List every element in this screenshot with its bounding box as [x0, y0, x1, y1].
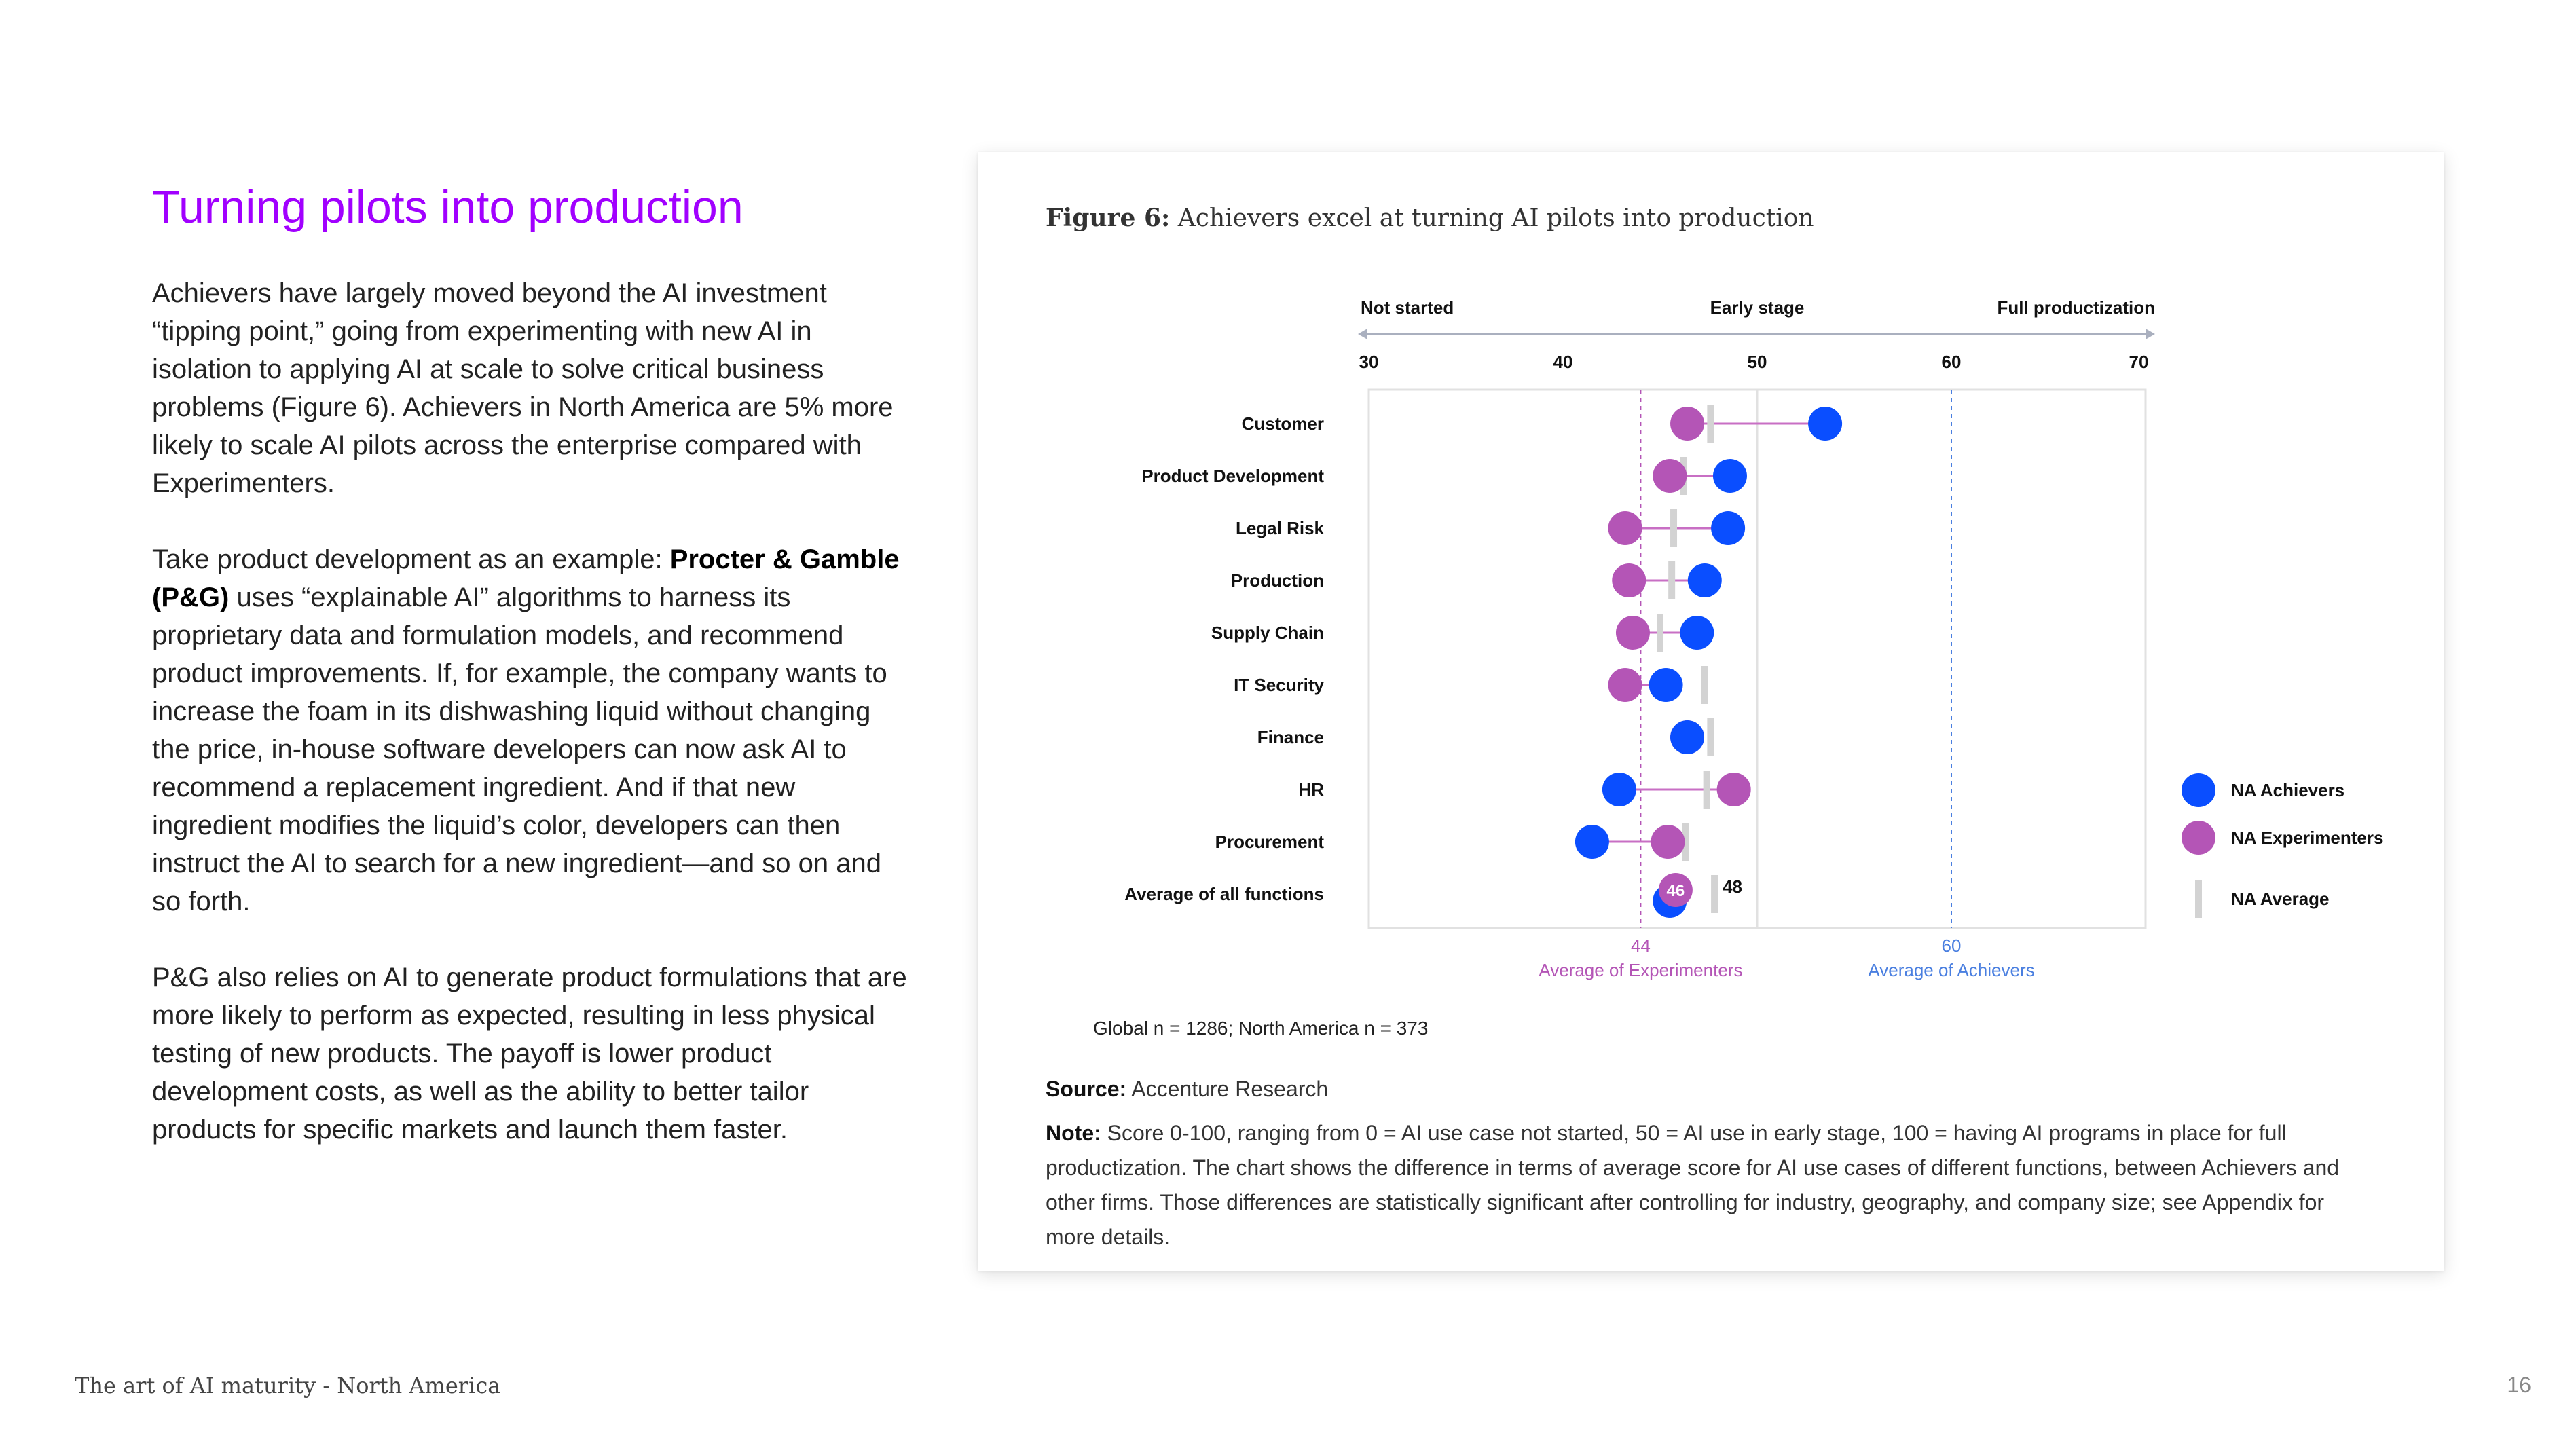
legend-experimenters-swatch	[2182, 821, 2215, 855]
reference-value: 60	[1942, 935, 1962, 956]
page-number: 16	[2507, 1373, 2531, 1397]
figure-card: Figure 6: Achievers excel at turning AI …	[978, 152, 2444, 1271]
reference-label: Average of Experimenters	[1539, 960, 1742, 980]
achiever-dot	[1575, 825, 1609, 859]
achiever-dot	[1687, 563, 1722, 597]
source-text: Accenture Research	[1131, 1077, 1329, 1101]
x-tick-label: 50	[1748, 352, 1767, 372]
achiever-dot	[1680, 616, 1714, 650]
note-text: Score 0-100, ranging from 0 = AI use cas…	[1046, 1121, 2340, 1249]
experimenter-dot	[1608, 511, 1642, 545]
reference-label: Average of Achievers	[1868, 960, 2034, 980]
na-average-marker	[1668, 561, 1676, 599]
figure-label: Figure 6:	[1046, 204, 1171, 232]
achiever-dot	[1670, 720, 1705, 754]
achiever-dot	[1602, 773, 1636, 806]
experimenter-dot	[1670, 407, 1705, 441]
reference-value: 44	[1631, 935, 1651, 956]
experimenter-dot	[1658, 873, 1693, 907]
scale-label: Full productization	[1997, 297, 2155, 318]
experimenter-dot	[1716, 773, 1751, 806]
na-average-marker	[1707, 405, 1714, 443]
paragraph-3: P&G also relies on AI to generate produc…	[152, 963, 907, 1145]
category-label: HR	[1298, 779, 1324, 800]
note-label: Note:	[1046, 1121, 1101, 1145]
page-heading: Turning pilots into production	[152, 181, 743, 233]
paragraph-2-start: Take product development as an example:	[152, 544, 670, 575]
category-label: Average of all functions	[1124, 884, 1324, 904]
legend-achievers-swatch	[2182, 773, 2215, 807]
achiever-dot	[1711, 511, 1746, 545]
category-label: Customer	[1242, 413, 1324, 434]
figure-title: Figure 6: Achievers excel at turning AI …	[1046, 204, 1814, 232]
scale-label: Not started	[1361, 297, 1454, 318]
category-label: IT Security	[1234, 675, 1324, 695]
experimenter-dot	[1653, 459, 1687, 493]
article: Turning pilots into production Achievers…	[152, 181, 913, 1187]
achiever-dot	[1712, 459, 1747, 493]
experimenter-dot	[1608, 668, 1642, 702]
source-label: Source:	[1046, 1077, 1127, 1101]
paragraph-1: Achievers have largely moved beyond the …	[152, 278, 894, 499]
na-average-marker	[1657, 614, 1663, 652]
category-label: Finance	[1257, 727, 1324, 747]
category-label: Supply Chain	[1211, 623, 1324, 643]
legend-experimenters-label: NA Experimenters	[2231, 828, 2383, 848]
na-average-marker	[1707, 718, 1714, 756]
pg-company-name: Procter & Gamble (P&G)	[152, 544, 900, 613]
na-average-marker	[1701, 666, 1708, 704]
scale-label: Early stage	[1710, 297, 1805, 318]
category-label: Legal Risk	[1236, 518, 1325, 538]
paragraph-2-end: uses “explainable AI” algorithms to harn…	[152, 582, 887, 917]
achiever-dot	[1649, 668, 1683, 702]
x-tick-label: 70	[2129, 352, 2149, 372]
category-label: Production	[1231, 570, 1324, 591]
note-line: Note: Score 0-100, ranging from 0 = AI u…	[1046, 1116, 2376, 1255]
legend-achievers-label: NA Achievers	[2231, 780, 2344, 800]
experimenter-dot	[1612, 563, 1646, 597]
na-average-marker	[1682, 823, 1689, 861]
na-average-marker	[1703, 771, 1710, 809]
experimenter-average-value: 46	[1667, 882, 1685, 900]
legend-average-label: NA Average	[2231, 889, 2330, 909]
na-average-marker	[1670, 509, 1678, 547]
legend-average-swatch	[2195, 880, 2202, 918]
source-line: Source: Accenture Research	[1046, 1077, 1328, 1102]
x-tick-label: 30	[1359, 352, 1379, 372]
x-tick-label: 60	[1942, 352, 1962, 372]
paragraph-2: Take product development as an example: …	[152, 540, 913, 921]
overall-average-value: 48	[1723, 876, 1742, 897]
category-label: Procurement	[1215, 832, 1325, 852]
achiever-dot	[1808, 407, 1843, 441]
na-average-marker	[1711, 875, 1718, 913]
figure-title-text: Achievers excel at turning AI pilots int…	[1177, 204, 1814, 232]
experimenter-dot	[1615, 616, 1650, 650]
scale-arrow-left-head	[1358, 329, 1367, 339]
x-tick-label: 40	[1553, 352, 1573, 372]
sample-size: Global n = 1286; North America n = 373	[1093, 1018, 1429, 1039]
category-label: Product Development	[1141, 466, 1324, 486]
footer-doc-title: The art of AI maturity - North America	[75, 1373, 501, 1398]
experimenter-dot	[1651, 825, 1685, 859]
dumbbell-chart: Not started Early stage Full productizatio…	[1124, 297, 2383, 980]
scale-arrow-right-head	[2146, 329, 2155, 339]
